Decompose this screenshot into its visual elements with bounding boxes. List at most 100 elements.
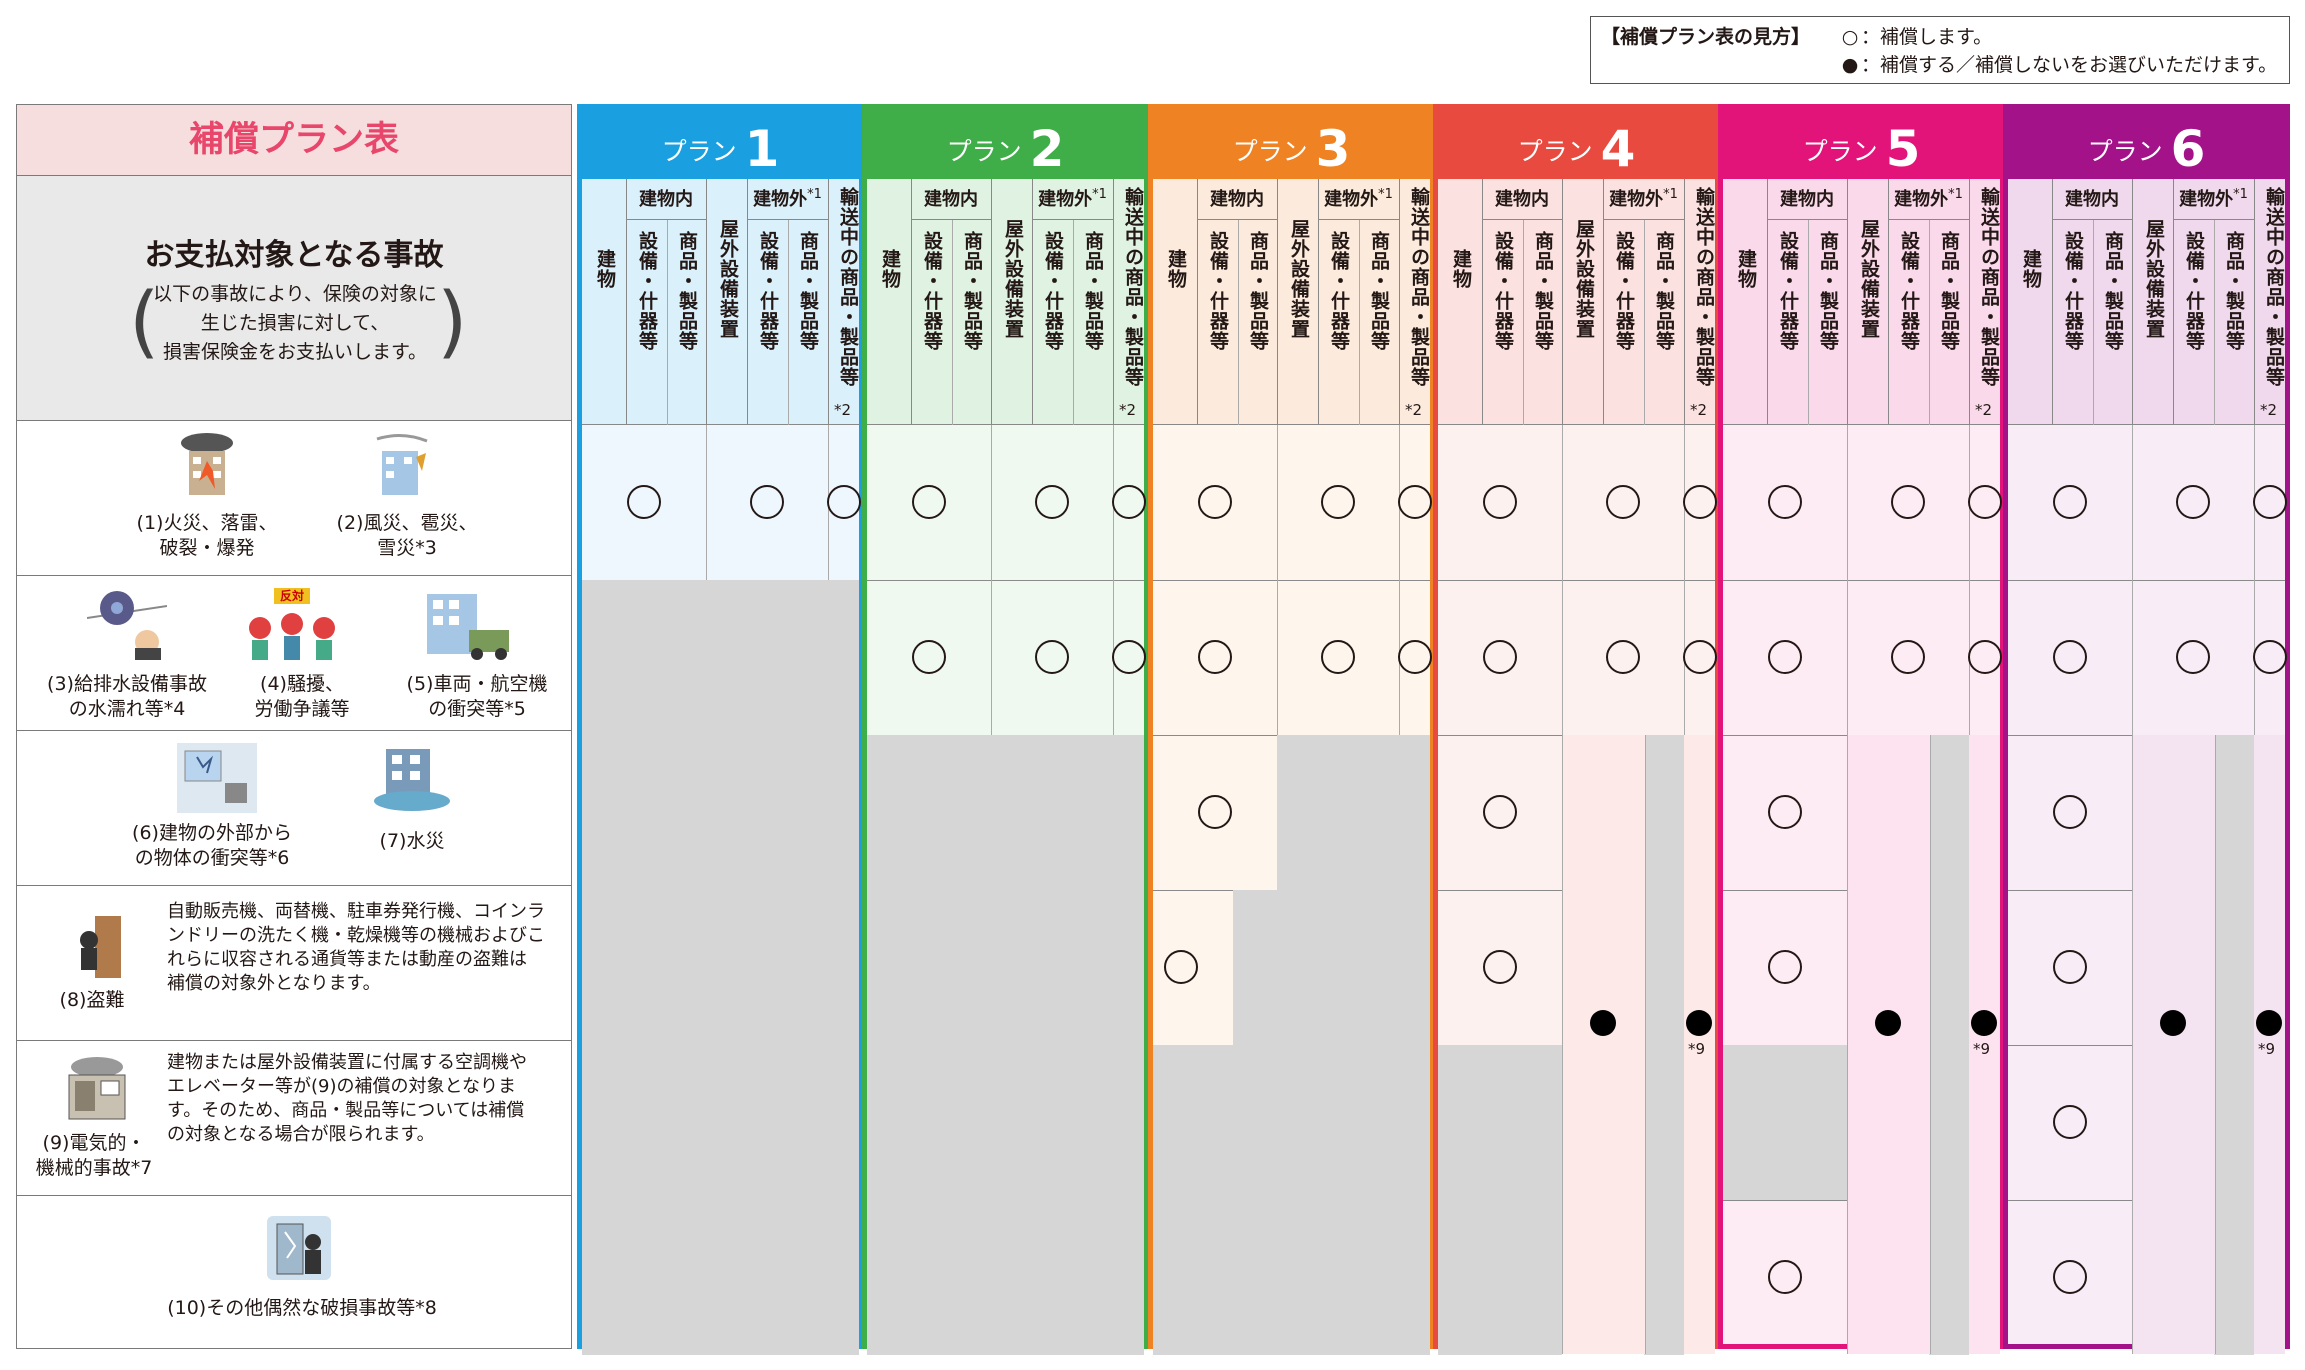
- coverage-circle: [1198, 795, 1232, 829]
- plan-2-body: [867, 425, 1146, 1355]
- theft-burglar-icon: [75, 916, 125, 978]
- column-divider: [1969, 179, 1970, 424]
- optional-cell: [1684, 735, 1715, 1354]
- left-paren: (: [129, 277, 160, 367]
- accident-row-6: (10)その他偶然な破損事故等*8: [16, 1196, 572, 1349]
- building-outside-header: 建物外*1: [2173, 185, 2254, 211]
- footnote-2: *2: [1405, 401, 1423, 419]
- column-divider: [1238, 219, 1239, 425]
- column-divider: [1684, 179, 1685, 424]
- goods-column-header: 商品・製品等: [1247, 231, 1269, 351]
- column-divider: [2254, 179, 2255, 424]
- goods-column-header: 商品・製品等: [961, 231, 983, 351]
- coverage-circle: [1483, 485, 1517, 519]
- column-divider: [1523, 219, 1524, 425]
- column-divider: [1847, 179, 1848, 424]
- building-inside-header: 建物内: [924, 189, 978, 210]
- circle-icon: ○: [1841, 26, 1859, 48]
- plan-5-body: *9: [1723, 425, 2002, 1355]
- column-divider: [788, 219, 789, 425]
- accident-row-5: (9)電気的・ 機械的事故*7 建物または屋外設備装置に付属する空調機や エレベ…: [16, 1041, 572, 1196]
- column-divider: [2173, 179, 2174, 424]
- in-transit-goods-column-header: 輸送中の商品・製品等: [1693, 187, 1715, 387]
- footnote-1: *1: [1092, 187, 1107, 202]
- coverage-circle: [1891, 485, 1925, 519]
- plan-4-subheader: 建物内 建物外*1 建物 設備・什器等 商品・製品等 屋外設備装置 設備・什器等 商品・製品等…: [1438, 179, 1715, 425]
- row-divider: [1153, 580, 1430, 581]
- column-divider: [667, 219, 668, 425]
- building-outside-header: 建物外*1: [1318, 185, 1399, 211]
- coverage-circle: [1321, 485, 1355, 519]
- target-description: 以下の事故により、保険の対象に 生じた損害に対して、 損害保険金をお支払いします…: [147, 280, 443, 367]
- building-inside-header: 建物内: [1495, 189, 1549, 210]
- coverage-circle: [1606, 485, 1640, 519]
- not-covered-cell: [1723, 1045, 1847, 1200]
- column-divider: [2214, 219, 2215, 425]
- plan-2-subheader: 建物内 建物外*1 建物 設備・什器等 商品・製品等 屋外設備装置 設備・什器等 商品・製品等…: [867, 179, 1144, 425]
- column-divider: [1808, 219, 1809, 425]
- accident-row-2: 反対 (3)給排水設備事故 の水濡れ等*4 (4)騒擾、 労働争議等 (5)車両…: [16, 576, 572, 731]
- accident-row-1: (1)火災、落雷、 破裂・爆発 (2)風災、雹災、 雪災*3: [16, 421, 572, 576]
- optional-coverage-dot: [1686, 1010, 1712, 1036]
- accident-7-label: (7)水災: [379, 830, 445, 852]
- plan-number: 6: [2170, 120, 2206, 178]
- not-covered-cell: [1929, 735, 1969, 1355]
- plan-number: 2: [1029, 120, 1065, 178]
- accident-8-note: 自動販売機、両替機、駐車券発行機、コインラ ンドリーの洗たく機・乾燥機等の機械お…: [167, 900, 577, 996]
- outdoor-equipment-column-header: 屋外設備装置: [1573, 219, 1595, 339]
- accident-2-line: 雪災*3: [377, 537, 437, 559]
- coverage-circle: [2176, 485, 2210, 519]
- right-paren: ): [437, 277, 468, 367]
- accident-row-3: (6)建物の外部から の物体の衝突等*6 (7)水災: [16, 731, 572, 886]
- optional-coverage-dot: [1971, 1010, 1997, 1036]
- accident-4-label: (4)騒擾、 労働争議等: [217, 672, 387, 722]
- not-covered-cell: [1153, 1045, 1430, 1355]
- water-leak-icon: [86, 588, 168, 660]
- plan-label: プラン: [946, 137, 1022, 166]
- building-inside-header: 建物内: [1210, 189, 1264, 210]
- group-divider: [1197, 219, 1277, 220]
- coverage-circle: [1397, 485, 1432, 519]
- row-divider: [1723, 580, 2000, 581]
- note-line: 補償の対象外となります。: [167, 973, 381, 994]
- accident-6-label: (6)建物の外部から の物体の衝突等*6: [107, 821, 317, 871]
- group-divider: [1318, 219, 1399, 220]
- fire-building-icon: [177, 431, 237, 499]
- group-divider: [1603, 219, 1684, 220]
- plan-1-subheader: 建物内 建物外*1 建物 設備・什器等 商品・製品等 屋外設備装置 設備・什器等 商品・製品等…: [582, 179, 859, 425]
- column-divider: [1888, 179, 1889, 424]
- accident-9-line: 機械的事故*7: [35, 1157, 153, 1179]
- coverage-circle: [1768, 950, 1802, 984]
- column-divider: [626, 179, 627, 424]
- coverage-circle: [1768, 795, 1802, 829]
- goods-outside-column-header: 商品・製品等: [1368, 231, 1390, 351]
- goods-column-header: 商品・製品等: [1817, 231, 1839, 351]
- note-line: エレベーター等が(9)の補償の対象となりま: [167, 1076, 516, 1097]
- row-divider: [2008, 580, 2285, 581]
- outdoor-equipment-column-header: 屋外設備装置: [1288, 219, 1310, 339]
- coverage-circle: [2053, 640, 2087, 674]
- plan-label: プラン: [1232, 137, 1308, 166]
- group-divider: [1482, 219, 1562, 220]
- outdoor-equipment-column-header: 屋外設備装置: [2143, 219, 2165, 339]
- filled-dot-icon: ●: [1841, 54, 1859, 76]
- equipment-outside-column-header: 設備・什器等: [757, 231, 779, 351]
- accident-2-line: (2)風災、雹災、: [336, 512, 478, 534]
- column-divider: [1073, 219, 1074, 425]
- coverage-circle: [1483, 795, 1517, 829]
- accident-9-note: 建物または屋外設備装置に付属する空調機や エレベーター等が(9)の補償の対象とな…: [167, 1051, 577, 1147]
- not-covered-cell: [1644, 735, 1684, 1355]
- plan-3-header: プラン 3: [1153, 109, 1430, 179]
- coverage-circle: [1768, 1260, 1802, 1294]
- in-transit-goods-column-header: 輸送中の商品・製品等: [1978, 187, 2000, 387]
- column-divider: [1482, 179, 1483, 424]
- column-divider: [911, 179, 912, 424]
- accident-1-label: (1)火災、落雷、 破裂・爆発: [117, 511, 297, 561]
- in-transit-goods-column-header: 輸送中の商品・製品等: [837, 187, 859, 387]
- object-collision-icon: [177, 743, 257, 813]
- plan-2-header: プラン 2: [867, 109, 1144, 179]
- building-column-header: 建物: [1450, 249, 1472, 289]
- column-divider: [1318, 179, 1319, 424]
- equipment-column-header: 設備・什器等: [1492, 231, 1514, 351]
- not-covered-cell: [1438, 1045, 1562, 1355]
